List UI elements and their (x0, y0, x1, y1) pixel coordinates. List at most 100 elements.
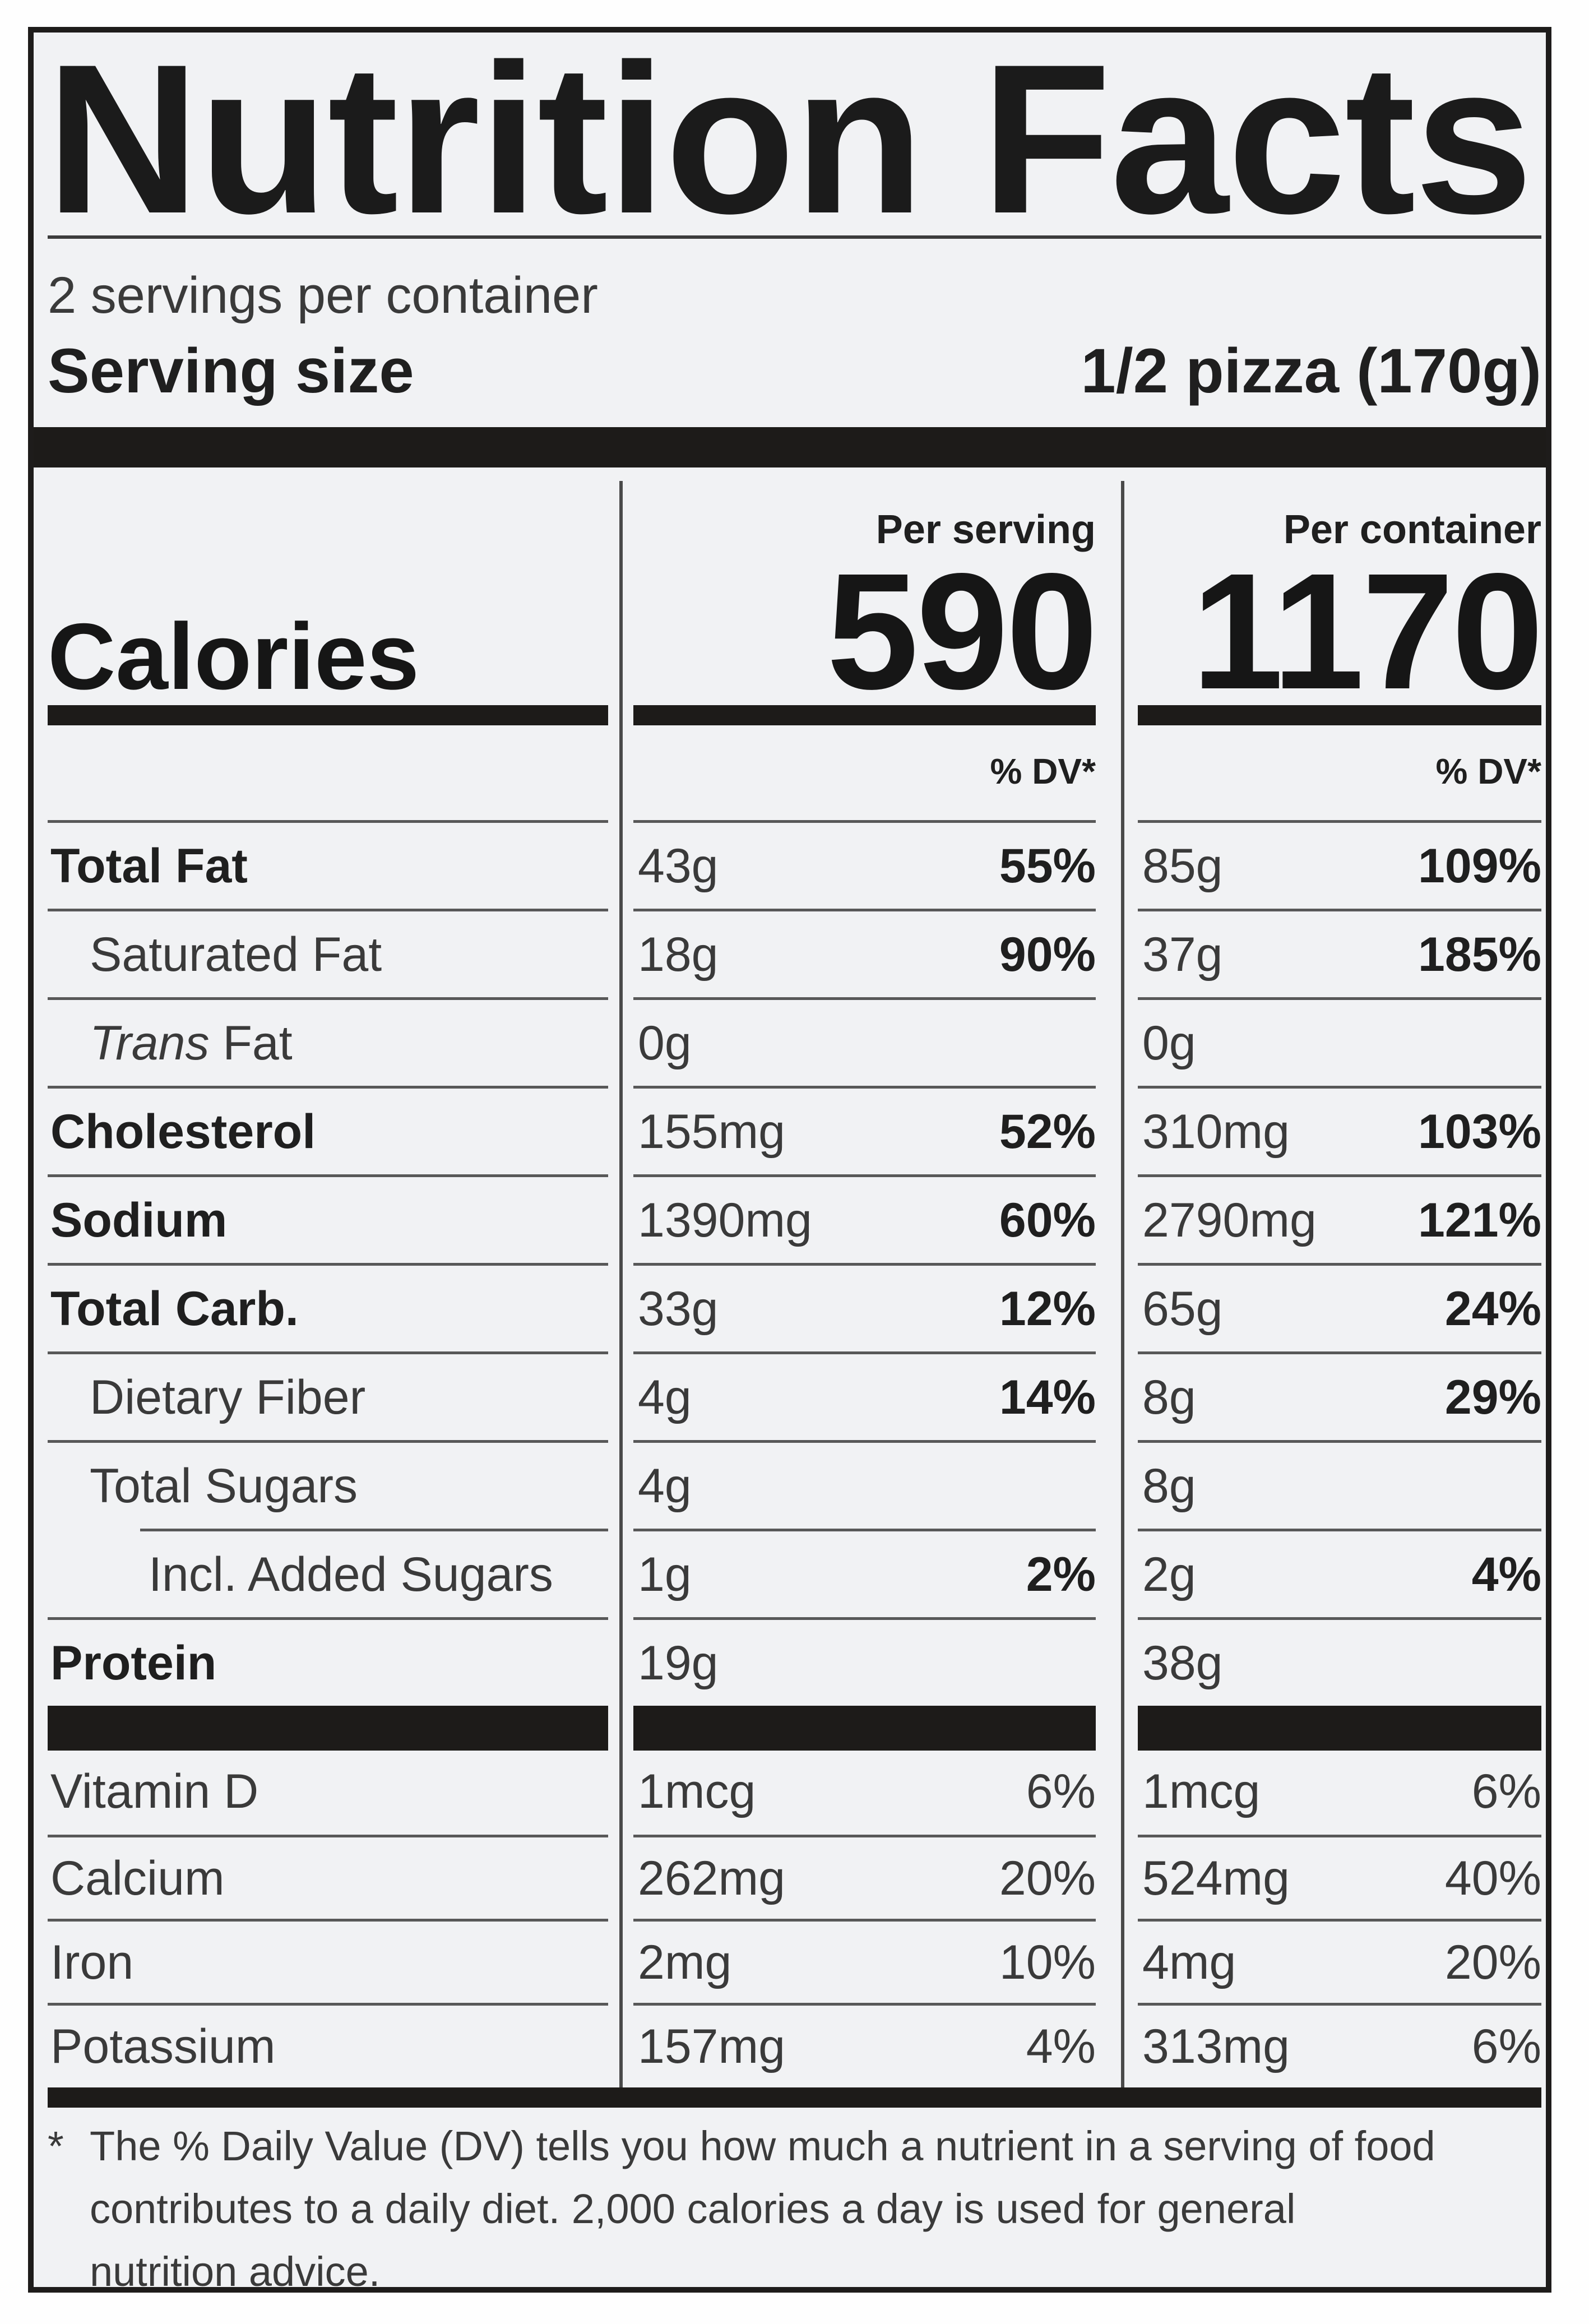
container-dv: 185% (1418, 928, 1541, 982)
serving-amount: 1mcg (638, 1765, 756, 1818)
nutrient-row-dietary-fiber: Dietary Fiber 4g 14% 8g 29% (34, 1351, 1546, 1440)
nutrient-row-added-sugars: Incl. Added Sugars 1g 2% 2g 4% (34, 1529, 1546, 1617)
nutrient-label: Calcium (50, 1851, 225, 1905)
serving-amount: 1g (638, 1548, 692, 1601)
serving-amount: 155mg (638, 1105, 785, 1159)
container-amount: 310mg (1142, 1105, 1290, 1159)
protein-section-bar (48, 1706, 608, 1751)
footnote-line: The % Daily Value (DV) tells you how muc… (90, 2123, 1435, 2169)
serving-size-value: 1/2 pizza (170g) (1081, 336, 1541, 406)
dv-header-container: % DV* (1435, 751, 1542, 791)
protein-section-bar (633, 1706, 1096, 1751)
serving-amount: 157mg (638, 2020, 785, 2073)
serving-dv: 12% (999, 1282, 1096, 1336)
container-amount: 4mg (1142, 1936, 1236, 1989)
serving-size-row: Serving size 1/2 pizza (170g) (48, 340, 1541, 402)
serving-amount: 0g (638, 1016, 692, 1070)
container-dv: 103% (1418, 1105, 1541, 1159)
label-title: Nutrition Facts (46, 20, 1533, 258)
serving-dv: 4% (1026, 2020, 1096, 2073)
nutrient-label: Dietary Fiber (90, 1371, 366, 1424)
servings-per-container: 2 servings per container (48, 267, 598, 324)
container-amount: 65g (1142, 1282, 1223, 1336)
container-amount: 313mg (1142, 2020, 1290, 2073)
serving-amount: 43g (638, 839, 719, 893)
serving-dv: 52% (999, 1105, 1096, 1159)
serving-amount: 4g (638, 1371, 692, 1424)
vitamin-row-calcium: Calcium 262mg 20% 524mg 40% (34, 1835, 1546, 1919)
container-amount: 8g (1142, 1459, 1196, 1513)
dv-header-serving: % DV* (990, 751, 1096, 791)
container-dv: 6% (1471, 1765, 1541, 1818)
container-amount: 85g (1142, 839, 1223, 893)
footnote-section-bar (48, 2087, 1541, 2108)
serving-amount: 19g (638, 1636, 719, 1690)
container-dv: 40% (1444, 1851, 1541, 1905)
container-amount: 0g (1142, 1016, 1196, 1070)
container-dv: 4% (1471, 1548, 1541, 1601)
container-dv: 24% (1444, 1282, 1541, 1336)
container-amount: 1mcg (1142, 1765, 1261, 1818)
container-dv: 109% (1418, 839, 1541, 893)
serving-dv: 20% (999, 1851, 1096, 1905)
nutrient-label: Protein (50, 1636, 217, 1690)
container-amount: 8g (1142, 1371, 1196, 1424)
serving-dv: 55% (999, 839, 1096, 893)
calories-label: Calories (48, 604, 419, 709)
nutrient-row-total-sugars: Total Sugars 4g 8g (34, 1440, 1546, 1529)
per-serving-header: Per serving (875, 507, 1096, 552)
calories-bar (633, 705, 1096, 725)
nutrient-row-trans-fat: Trans Fat 0g 0g (34, 997, 1546, 1086)
vitamin-row-iron: Iron 2mg 10% 4mg 20% (34, 1919, 1546, 2003)
vitamin-row-potassium: Potassium 157mg 4% 313mg 6% (34, 2003, 1546, 2087)
container-dv: 6% (1471, 2020, 1541, 2073)
serving-dv: 6% (1026, 1765, 1096, 1818)
container-amount: 38g (1142, 1636, 1223, 1690)
nutrient-label: Total Sugars (90, 1459, 358, 1513)
nutrient-label: Total Fat (50, 839, 248, 893)
serving-dv: 14% (999, 1371, 1096, 1424)
calories-per-serving: 590 (826, 539, 1098, 724)
calories-per-container: 1170 (1192, 539, 1544, 724)
nutrient-label: Iron (50, 1936, 134, 1989)
serving-amount: 262mg (638, 1851, 785, 1905)
nutrient-row-total-fat: Total Fat 43g 55% 85g 109% (34, 820, 1546, 909)
title-divider (48, 235, 1541, 239)
nutrient-label: Sodium (50, 1193, 228, 1247)
container-amount: 2g (1142, 1548, 1196, 1601)
footnote-line: contributes to a daily diet. 2,000 calor… (90, 2186, 1296, 2232)
column-divider-serving (619, 481, 623, 2087)
nutrient-label: Vitamin D (50, 1765, 259, 1818)
vitamin-row-vitamin-d: Vitamin D 1mcg 6% 1mcg 6% (34, 1751, 1546, 1835)
nutrient-row-cholesterol: Cholesterol 155mg 52% 310mg 103% (34, 1086, 1546, 1174)
nutrient-label: Potassium (50, 2020, 276, 2073)
nutrient-label: Trans Fat (90, 1016, 293, 1070)
serving-size-label: Serving size (48, 336, 414, 406)
serving-amount: 4g (638, 1459, 692, 1513)
column-divider-container (1121, 481, 1124, 2087)
container-amount: 37g (1142, 928, 1223, 982)
container-amount: 524mg (1142, 1851, 1290, 1905)
serving-amount: 18g (638, 928, 719, 982)
container-dv: 29% (1444, 1371, 1541, 1424)
footnote: The % Daily Value (DV) tells you how muc… (90, 2115, 1547, 2303)
nutrient-row-saturated-fat: Saturated Fat 18g 90% 37g 185% (34, 909, 1546, 997)
serving-section-bar (34, 427, 1546, 467)
serving-amount: 33g (638, 1282, 719, 1336)
calories-bar (1138, 705, 1541, 725)
container-dv: 121% (1418, 1193, 1541, 1247)
nutrient-label: Cholesterol (50, 1105, 316, 1159)
serving-dv: 10% (999, 1936, 1096, 1989)
container-amount: 2790mg (1142, 1193, 1317, 1247)
nutrient-row-total-carb: Total Carb. 33g 12% 65g 24% (34, 1263, 1546, 1351)
protein-section-bar (1138, 1706, 1541, 1751)
serving-dv: 2% (1026, 1548, 1096, 1601)
serving-amount: 2mg (638, 1936, 732, 1989)
serving-dv: 60% (999, 1193, 1096, 1247)
nutrient-label: Incl. Added Sugars (149, 1548, 553, 1601)
nutrient-row-protein: Protein 19g 38g (34, 1617, 1546, 1706)
per-container-header: Per container (1283, 507, 1541, 552)
footnote-line: nutrition advice. (90, 2248, 381, 2295)
footnote-marker: * (48, 2123, 64, 2169)
